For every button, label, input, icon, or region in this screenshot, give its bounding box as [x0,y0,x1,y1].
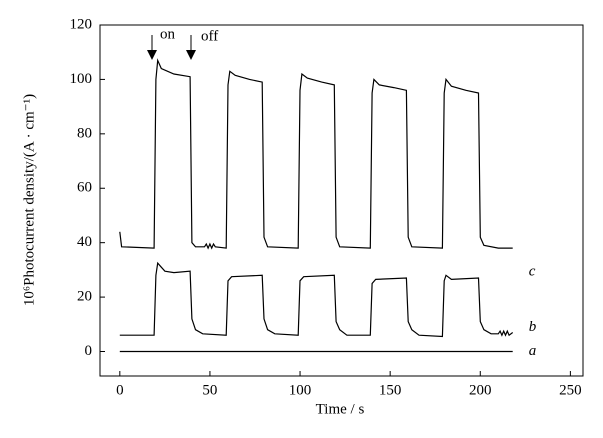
on-arrow [147,35,157,60]
x-tick-label: 50 [202,382,217,398]
y-axis-label: 10⁶Photocurrent density/(A · cm⁻¹) [21,94,37,306]
y-tick-label: 120 [70,16,93,32]
x-axis-label: Time / s [316,401,365,417]
y-tick-label: 100 [70,71,93,87]
y-tick-label: 20 [77,289,92,305]
series-line [119,261,514,338]
plot-frame [99,24,584,377]
y-tick-label: 0 [85,343,93,359]
y-tick-label: 80 [77,125,92,141]
y-tick-label: 40 [77,234,92,250]
x-tick-label: 0 [116,382,124,398]
y-tick-label: 60 [77,180,92,196]
x-tick-label: 150 [379,382,402,398]
x-tick-label: 200 [469,382,492,398]
series-label: c [529,264,536,280]
off-arrow [186,35,196,60]
x-tick-label: 100 [289,382,312,398]
series-label: b [529,319,537,335]
x-tick-label: 250 [559,382,582,398]
annotation: off [201,28,218,44]
series-line [119,58,513,250]
series-label: a [529,343,537,359]
annotation: on [160,26,176,42]
